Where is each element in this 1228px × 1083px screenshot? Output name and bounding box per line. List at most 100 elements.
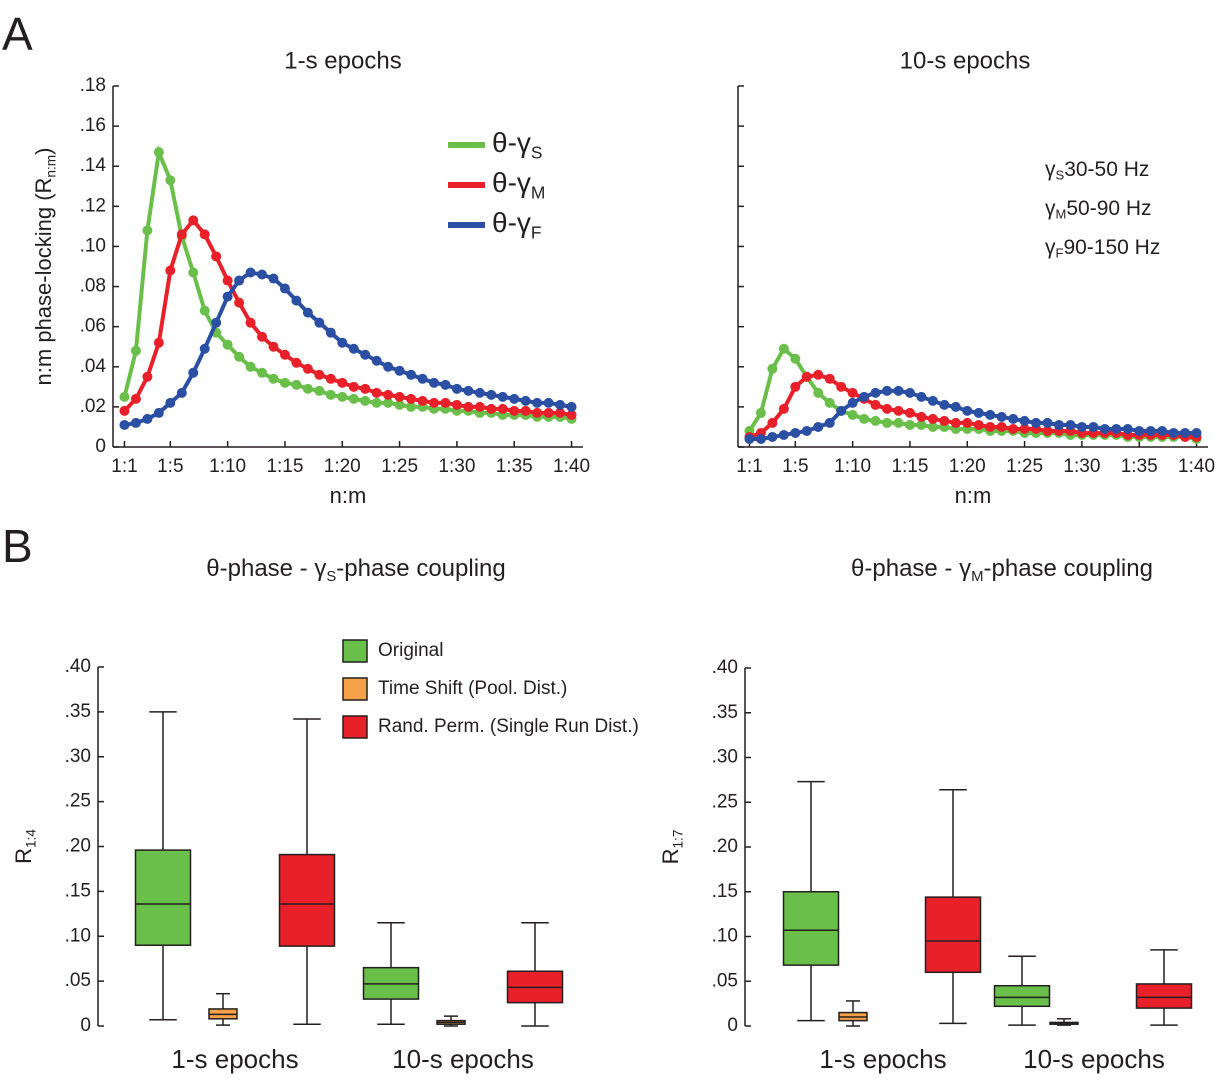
legend-swatch: [342, 715, 368, 739]
x-axis-label: n:m: [330, 483, 367, 508]
legend-label-part: θ-γ: [492, 207, 531, 238]
data-point: [428, 377, 439, 388]
data-point: [153, 147, 164, 158]
data-point: [1191, 427, 1202, 438]
y-tick-label: .10: [80, 235, 106, 256]
data-point: [211, 251, 222, 262]
data-point: [520, 395, 531, 406]
data-point: [245, 361, 256, 372]
data-point: [440, 397, 451, 408]
annotation: γS30-50 Hz: [1045, 158, 1149, 183]
box: [134, 849, 192, 946]
data-point: [428, 397, 439, 408]
data-point: [348, 343, 359, 354]
chart-title: 1-s epochs: [284, 47, 401, 74]
x-tick-label: 1:10: [209, 456, 246, 477]
x-tick-label: 1:20: [324, 456, 361, 477]
data-point: [497, 403, 508, 414]
data-point: [509, 393, 520, 404]
data-point: [451, 383, 462, 394]
data-point: [1157, 425, 1168, 436]
data-point: [165, 175, 176, 186]
legend-label: θ-γM: [492, 167, 545, 202]
data-point: [257, 269, 268, 280]
data-point: [767, 417, 778, 428]
data-point: [555, 407, 566, 418]
data-point: [962, 405, 973, 416]
data-point: [337, 337, 348, 348]
chart-title: θ-phase - γS-phase coupling: [206, 555, 505, 585]
legend-label-part: θ-γ: [492, 167, 531, 198]
x-tick-label: 1-s epochs: [171, 1044, 298, 1074]
y-axis-label-part: 1:7: [670, 830, 685, 849]
data-point: [176, 387, 187, 398]
legend-label-part: F: [531, 222, 542, 242]
data-point: [904, 387, 915, 398]
data-point: [130, 393, 141, 404]
data-point: [222, 339, 233, 350]
y-tick-label: .06: [80, 316, 106, 337]
data-point: [767, 363, 778, 374]
x-tick-label: 1:25: [1006, 456, 1043, 477]
y-tick-label: .25: [712, 791, 738, 812]
data-point: [1042, 417, 1053, 428]
data-point: [406, 393, 417, 404]
data-point: [543, 397, 554, 408]
data-point: [153, 407, 164, 418]
x-tick-label: 1:5: [157, 456, 183, 477]
data-point: [360, 395, 371, 406]
data-point: [279, 349, 290, 360]
x-tick-label: 1:35: [496, 456, 533, 477]
data-point: [1122, 423, 1133, 434]
y-tick-label: .15: [65, 880, 91, 901]
data-point: [509, 405, 520, 416]
y-tick-label: .20: [65, 836, 91, 857]
data-point: [790, 353, 801, 364]
x-tick-label: 1:15: [266, 456, 303, 477]
annotation-part: 90-150 Hz: [1063, 236, 1160, 259]
data-point: [383, 389, 394, 400]
y-tick-label: .04: [80, 356, 107, 377]
x-tick-label: 1:5: [782, 456, 808, 477]
y-tick-label: .35: [65, 701, 91, 722]
chart-title-part: S: [326, 569, 336, 585]
data-point: [417, 373, 428, 384]
data-point: [1088, 421, 1099, 432]
annotation-part: γ: [1045, 197, 1056, 220]
y-tick-label: .40: [712, 657, 738, 678]
data-point: [463, 385, 474, 396]
data-point: [985, 409, 996, 420]
data-point: [130, 417, 141, 428]
data-point: [314, 385, 325, 396]
x-tick-label: 1:40: [553, 456, 590, 477]
legend-label: Original: [378, 640, 443, 661]
data-point: [165, 265, 176, 276]
data-point: [371, 397, 382, 408]
data-point: [847, 387, 858, 398]
data-point: [1111, 423, 1122, 434]
y-tick-label: 0: [80, 1015, 91, 1036]
data-point: [130, 345, 141, 356]
data-point: [870, 399, 881, 410]
data-point: [199, 343, 210, 354]
y-axis-label-part: n:m phase-locking (R: [31, 178, 56, 386]
chart-title-part: θ-phase - γ: [851, 555, 971, 582]
y-tick-label: 0: [727, 1015, 738, 1036]
data-point: [824, 417, 835, 428]
series-line: [124, 270, 572, 427]
data-point: [314, 369, 325, 380]
y-tick-label: .40: [65, 656, 91, 677]
chart-title-part: θ-phase - γ: [206, 555, 326, 582]
data-point: [916, 391, 927, 402]
y-tick-label: .18: [80, 75, 106, 96]
data-point: [904, 407, 915, 418]
data-point: [279, 283, 290, 294]
data-point: [199, 229, 210, 240]
annotation-part: γ: [1045, 236, 1056, 259]
data-point: [927, 421, 938, 432]
annotation-part: M: [1056, 207, 1067, 222]
data-point: [222, 291, 233, 302]
data-point: [778, 429, 789, 440]
x-tick-label: 1:25: [381, 456, 418, 477]
data-point: [882, 417, 893, 428]
